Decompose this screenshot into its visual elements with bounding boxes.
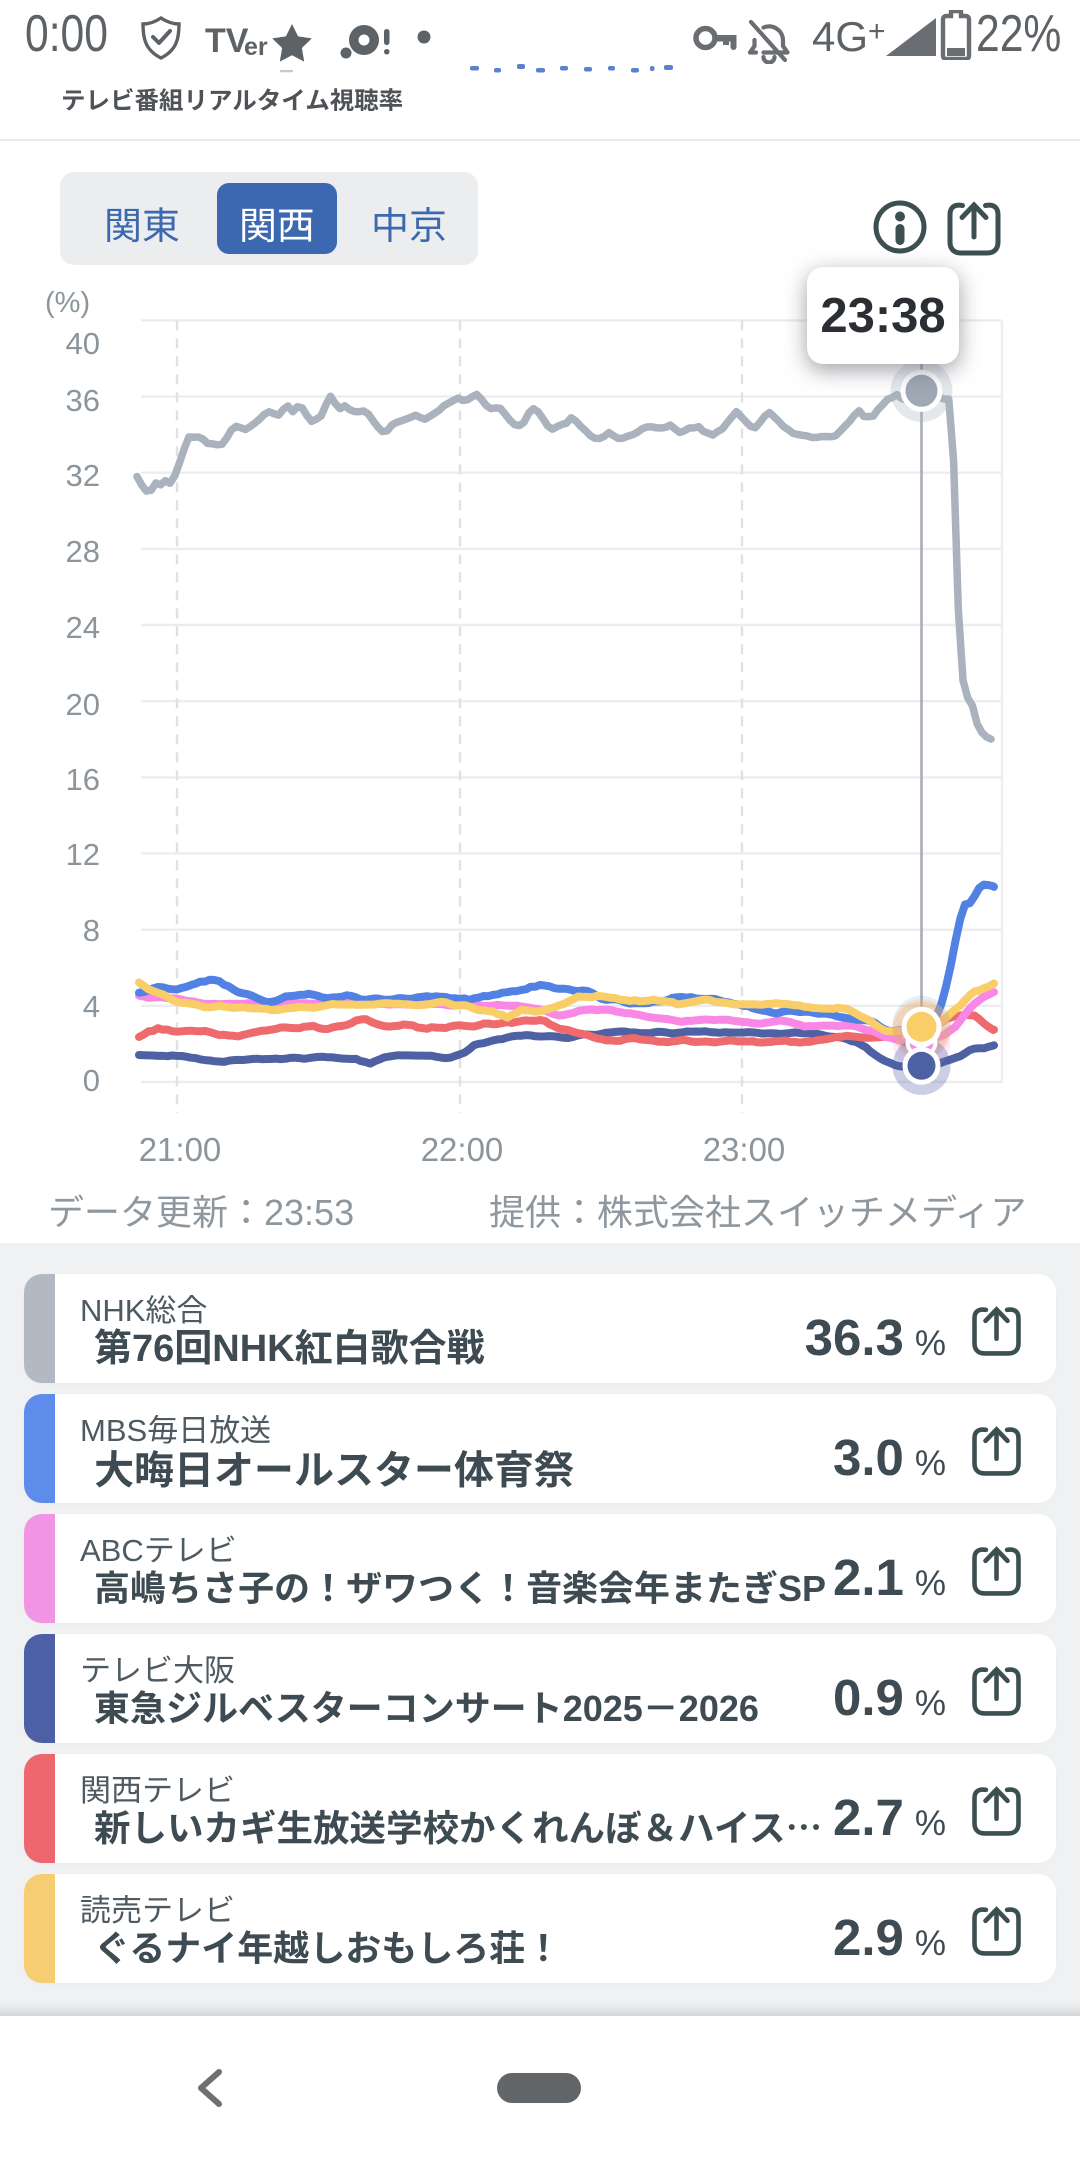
svg-text:er: er (244, 33, 268, 61)
svg-text:8: 8 (83, 913, 100, 948)
svg-text:16: 16 (66, 762, 100, 797)
svg-text:TV: TV (205, 22, 249, 60)
svg-text:0: 0 (83, 1063, 100, 1098)
svg-text:24: 24 (66, 610, 100, 645)
svg-text:21:00: 21:00 (139, 1131, 222, 1168)
svg-text:12: 12 (66, 837, 100, 872)
svg-text:28: 28 (66, 534, 100, 569)
svg-text:4: 4 (83, 989, 100, 1024)
svg-text:22:00: 22:00 (421, 1131, 504, 1168)
svg-text:40: 40 (66, 326, 100, 361)
svg-text:36: 36 (66, 383, 100, 418)
svg-text:23:00: 23:00 (703, 1131, 786, 1168)
svg-text:20: 20 (66, 687, 100, 722)
svg-text:32: 32 (66, 458, 100, 493)
